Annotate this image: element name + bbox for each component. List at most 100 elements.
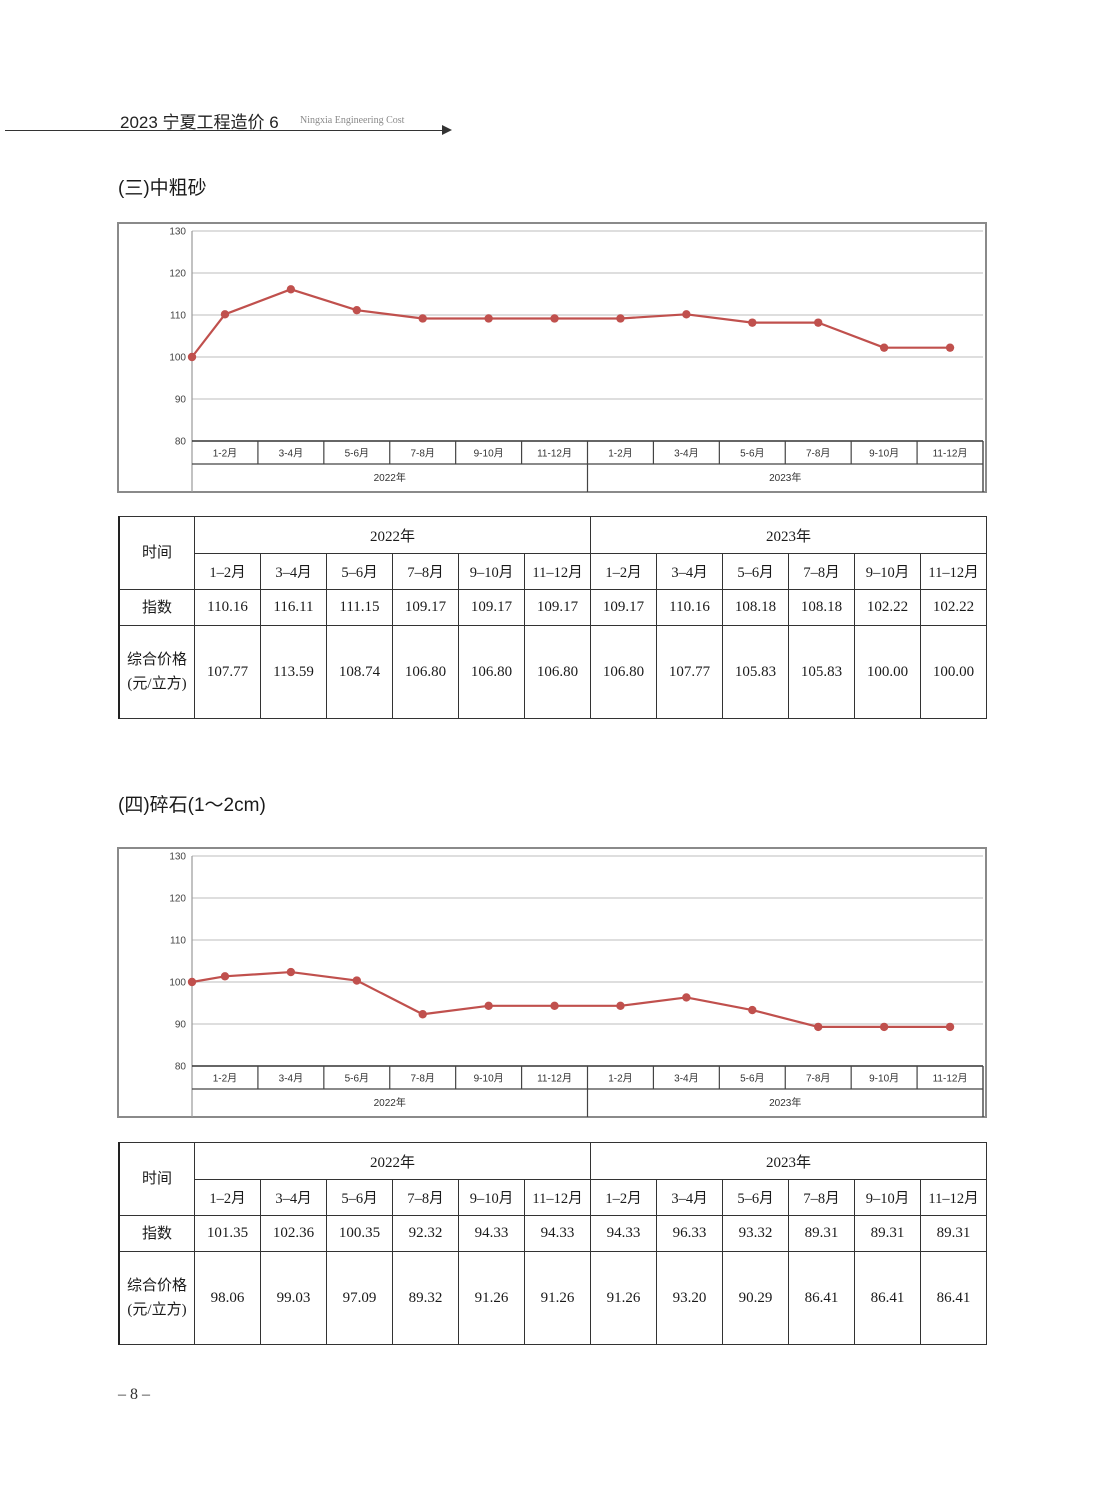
data-point bbox=[945, 343, 955, 352]
x-tick-label: 9-10月 bbox=[869, 448, 899, 460]
x-tick-label: 3-4月 bbox=[674, 1073, 698, 1085]
data-point bbox=[418, 314, 427, 323]
price-cell: 91.26 bbox=[458, 1251, 525, 1345]
month-cell: 7–8月 bbox=[788, 553, 855, 590]
data-point bbox=[616, 1001, 625, 1011]
price-cell: 90.29 bbox=[722, 1251, 789, 1345]
y-tick-label: 110 bbox=[170, 311, 186, 322]
x-tick-label: 9-10月 bbox=[474, 448, 504, 460]
x-tick-label: 1-2月 bbox=[213, 448, 237, 460]
month-cell: 7–8月 bbox=[788, 1179, 855, 1216]
page-header: 2023 宁夏工程造价 6 Ningxia Engineering Cost bbox=[0, 104, 460, 138]
y-tick-label: 130 bbox=[169, 852, 186, 863]
y-tick-label: 110 bbox=[170, 936, 186, 947]
price-cell: 86.41 bbox=[920, 1251, 987, 1345]
index-cell: 89.31 bbox=[920, 1215, 987, 1252]
index-label: 指数 bbox=[118, 1215, 195, 1252]
index-cell: 102.36 bbox=[260, 1215, 327, 1252]
month-cell: 3–4月 bbox=[656, 553, 723, 590]
x-tick-label: 1-2月 bbox=[213, 1073, 237, 1085]
header-title: 2023 宁夏工程造价 6 bbox=[120, 113, 279, 132]
y-tick-label: 90 bbox=[175, 1020, 187, 1031]
month-cell: 5–6月 bbox=[722, 553, 789, 590]
y-tick-label: 80 bbox=[175, 437, 187, 448]
month-cell: 7–8月 bbox=[392, 553, 459, 590]
y-tick-label: 130 bbox=[169, 227, 186, 238]
data-point bbox=[748, 1005, 757, 1015]
y-tick-label: 90 bbox=[175, 395, 187, 406]
index-cell: 110.16 bbox=[656, 589, 723, 626]
price-cell: 97.09 bbox=[326, 1251, 393, 1345]
y-tick-label: 120 bbox=[169, 894, 186, 905]
index-cell: 89.31 bbox=[788, 1215, 855, 1252]
x-group-label: 2023年 bbox=[769, 471, 801, 484]
x-tick-label: 11-12月 bbox=[933, 448, 968, 460]
month-cell: 1–2月 bbox=[590, 1179, 657, 1216]
index-cell: 101.35 bbox=[194, 1215, 261, 1252]
index-cell: 116.11 bbox=[260, 589, 327, 626]
data-point bbox=[945, 1022, 955, 1032]
y-tick-label: 80 bbox=[175, 1062, 187, 1073]
price-cell: 91.26 bbox=[590, 1251, 657, 1345]
index-cell: 92.32 bbox=[392, 1215, 459, 1252]
header-rule bbox=[5, 130, 445, 131]
base-point bbox=[187, 352, 197, 362]
month-cell: 3–4月 bbox=[260, 1179, 327, 1216]
index-cell: 94.33 bbox=[590, 1215, 657, 1252]
data-point bbox=[550, 1001, 559, 1011]
price-cell: 100.00 bbox=[920, 625, 987, 719]
price-cell: 105.83 bbox=[788, 625, 855, 719]
year-header: 2022年 bbox=[194, 1142, 591, 1180]
data-point bbox=[682, 993, 691, 1002]
month-cell: 9–10月 bbox=[854, 553, 921, 590]
index-cell: 89.31 bbox=[854, 1215, 921, 1252]
data-point bbox=[879, 343, 889, 352]
table-gravel: 时间 2022年 2023年 1–2月 3–4月 5–6月 7–8月 9–10月… bbox=[118, 1142, 987, 1345]
y-tick-label: 100 bbox=[169, 353, 186, 364]
price-cell: 106.80 bbox=[524, 625, 591, 719]
month-cell: 1–2月 bbox=[194, 1179, 261, 1216]
index-cell: 108.18 bbox=[722, 589, 789, 626]
month-cell: 9–10月 bbox=[854, 1179, 921, 1216]
data-point bbox=[286, 967, 296, 977]
year-header: 2023年 bbox=[590, 516, 987, 554]
index-label: 指数 bbox=[118, 589, 195, 626]
x-group-label: 2022年 bbox=[374, 1096, 406, 1109]
price-cell: 107.77 bbox=[656, 625, 723, 719]
price-cell: 89.32 bbox=[392, 1251, 459, 1345]
index-cell: 102.22 bbox=[920, 589, 987, 626]
index-cell: 109.17 bbox=[392, 589, 459, 626]
x-group-label: 2023年 bbox=[769, 1096, 801, 1109]
data-point bbox=[814, 1022, 823, 1032]
y-tick-label: 120 bbox=[169, 269, 186, 280]
price-cell: 108.74 bbox=[326, 625, 393, 719]
month-cell: 3–4月 bbox=[656, 1179, 723, 1216]
data-point bbox=[220, 972, 230, 981]
data-point bbox=[220, 310, 230, 319]
data-point bbox=[879, 1022, 889, 1032]
month-cell: 7–8月 bbox=[392, 1179, 459, 1216]
data-point bbox=[616, 314, 625, 323]
year-header: 2022年 bbox=[194, 516, 591, 554]
price-cell: 86.41 bbox=[854, 1251, 921, 1345]
price-cell: 105.83 bbox=[722, 625, 789, 719]
month-cell: 1–2月 bbox=[590, 553, 657, 590]
x-tick-label: 7-8月 bbox=[410, 448, 434, 460]
index-cell: 108.18 bbox=[788, 589, 855, 626]
price-cell: 99.03 bbox=[260, 1251, 327, 1345]
data-point bbox=[814, 318, 823, 327]
x-tick-label: 7-8月 bbox=[806, 1073, 830, 1085]
section-title-gravel: (四)碎石(1～2cm) bbox=[118, 795, 266, 816]
month-cell: 11–12月 bbox=[524, 553, 591, 590]
index-cell: 110.16 bbox=[194, 589, 261, 626]
x-tick-label: 7-8月 bbox=[410, 1073, 434, 1085]
header-subtitle: Ningxia Engineering Cost bbox=[300, 115, 405, 126]
month-cell: 1–2月 bbox=[194, 553, 261, 590]
price-cell: 100.00 bbox=[854, 625, 921, 719]
data-point bbox=[682, 310, 691, 319]
data-point bbox=[418, 1010, 427, 1019]
table-sand: 时间 2022年 2023年 1–2月 3–4月 5–6月 7–8月 9–10月… bbox=[118, 516, 987, 719]
price-cell: 86.41 bbox=[788, 1251, 855, 1345]
x-tick-label: 3-4月 bbox=[674, 448, 698, 460]
index-cell: 109.17 bbox=[590, 589, 657, 626]
